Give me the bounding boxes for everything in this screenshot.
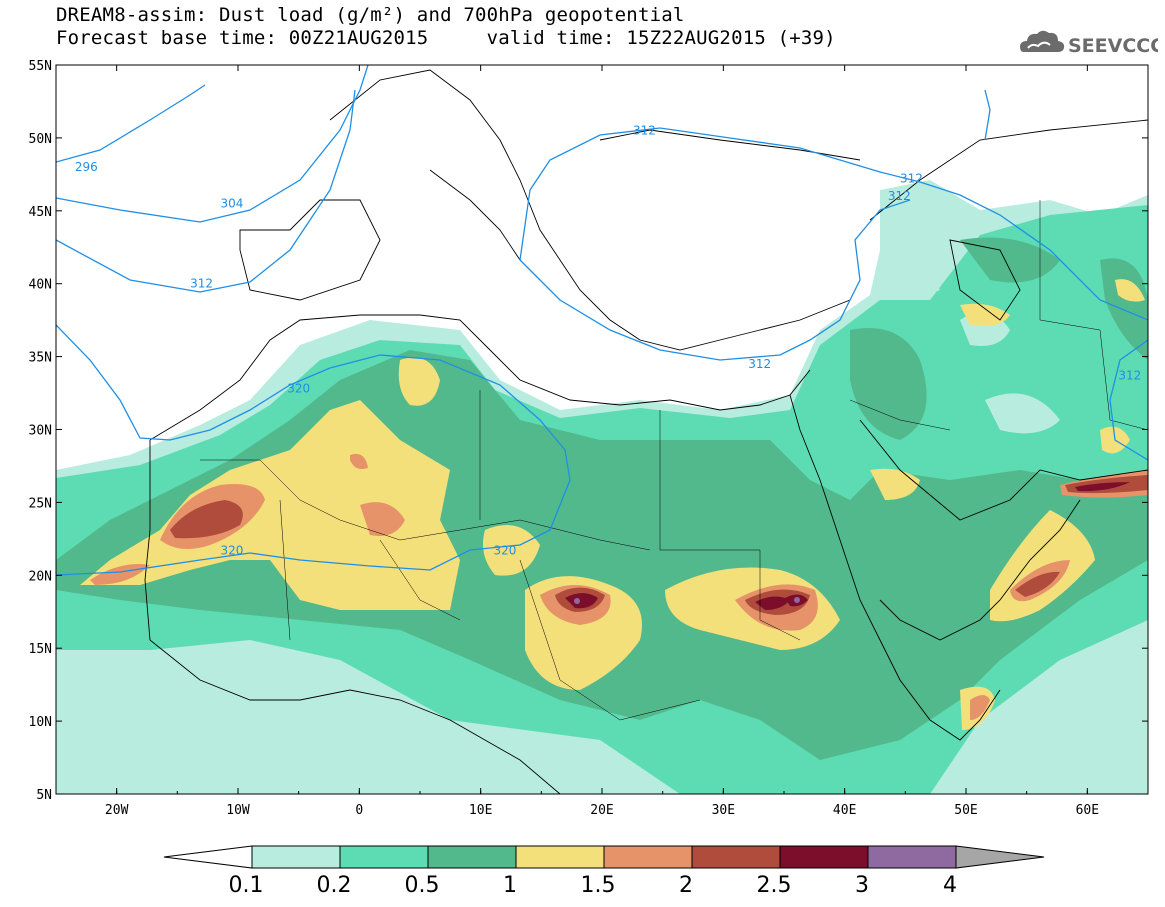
cloud-icon: SEEVCCC	[1020, 30, 1164, 57]
colorbar-label: 1	[503, 873, 517, 898]
colorbar-label: 0.5	[405, 873, 440, 898]
colorbar-segment	[427, 845, 517, 869]
contour-label: 312	[633, 124, 656, 138]
colorbar-arrow-right	[955, 845, 1045, 869]
lon-tick-label: 60E	[1076, 803, 1099, 818]
coastlines	[144, 69, 1148, 794]
lat-tick-label: 5N	[36, 788, 52, 803]
colorbar-label: 3	[855, 873, 869, 898]
lat-tick-label: 50N	[29, 132, 52, 147]
colorbar-label: 2.5	[757, 873, 792, 898]
lon-tick-label: 40E	[833, 803, 856, 818]
lon-tick-label: 20W	[105, 803, 129, 818]
lat-tick-label: 30N	[29, 424, 52, 439]
logo-text: SEEVCCC	[1068, 35, 1158, 57]
colorbar-segment	[515, 845, 605, 869]
contour-label: 312	[1118, 369, 1141, 383]
lat-tick-label: 15N	[29, 642, 52, 657]
contour-label: 312	[900, 172, 923, 186]
lat-tick-label: 45N	[29, 205, 52, 220]
lat-tick-label: 25N	[29, 496, 52, 511]
colorbar-segment	[339, 845, 429, 869]
lat-tick-label: 55N	[29, 59, 52, 74]
colorbar: 0.1 0.2 0.5 1 1.5 2 2.5 3 4	[163, 845, 1045, 898]
latitude-axis: 5N 10N 15N 20N 25N 30N 35N 40N 45N 50N 55N	[29, 59, 1148, 803]
contour-label: 320	[287, 382, 310, 396]
contour-label: 312	[888, 189, 911, 203]
forecast-base-time: Forecast base time: 00Z21AUG2015	[56, 27, 429, 49]
colorbar-segment	[603, 845, 693, 869]
contour-label: 320	[493, 544, 516, 558]
valid-time: valid time: 15Z22AUG2015 (+39)	[486, 27, 836, 49]
colorbar-segment	[867, 845, 957, 869]
lat-tick-label: 20N	[29, 569, 52, 584]
colorbar-label: 2	[679, 873, 693, 898]
colorbar-label: 1.5	[581, 873, 616, 898]
dust-fields	[56, 65, 1148, 794]
lon-tick-label: 10W	[226, 803, 250, 818]
colorbar-segment	[779, 845, 869, 869]
geopotential-contours	[56, 65, 1148, 576]
map-subtitle: Forecast base time: 00Z21AUG2015 valid t…	[56, 27, 836, 49]
contour-label: 296	[75, 160, 98, 174]
contour-label: 304	[220, 197, 243, 211]
seevccc-logo: SEEVCCC	[1018, 26, 1164, 60]
contour-label: 320	[220, 544, 243, 558]
map-title: DREAM8-assim: Dust load (g/m²) and 700hP…	[56, 4, 685, 26]
lat-tick-label: 10N	[29, 715, 52, 730]
colorbar-segment	[251, 845, 341, 869]
colorbar-label: 4	[943, 873, 957, 898]
lat-tick-label: 35N	[29, 351, 52, 366]
contour-labels: 296 304 312 312 312 312 312 312 320 320 320	[75, 124, 1141, 558]
longitude-axis: 20W 10W 0 10E 20E 30E 40E 50E 60E	[55, 65, 1149, 818]
colorbar-arrow-left	[163, 845, 253, 869]
colorbar-label: 0.2	[317, 873, 352, 898]
lon-tick-label: 10E	[469, 803, 492, 818]
lon-tick-label: 50E	[954, 803, 977, 818]
borders	[200, 200, 1148, 721]
contour-label: 312	[190, 277, 213, 291]
lon-tick-label: 0	[355, 803, 363, 818]
colorbar-segment	[691, 845, 781, 869]
lon-tick-label: 20E	[590, 803, 613, 818]
lon-tick-label: 30E	[712, 803, 735, 818]
colorbar-label: 0.1	[229, 873, 264, 898]
lat-tick-label: 40N	[29, 278, 52, 293]
contour-label: 312	[748, 357, 771, 371]
